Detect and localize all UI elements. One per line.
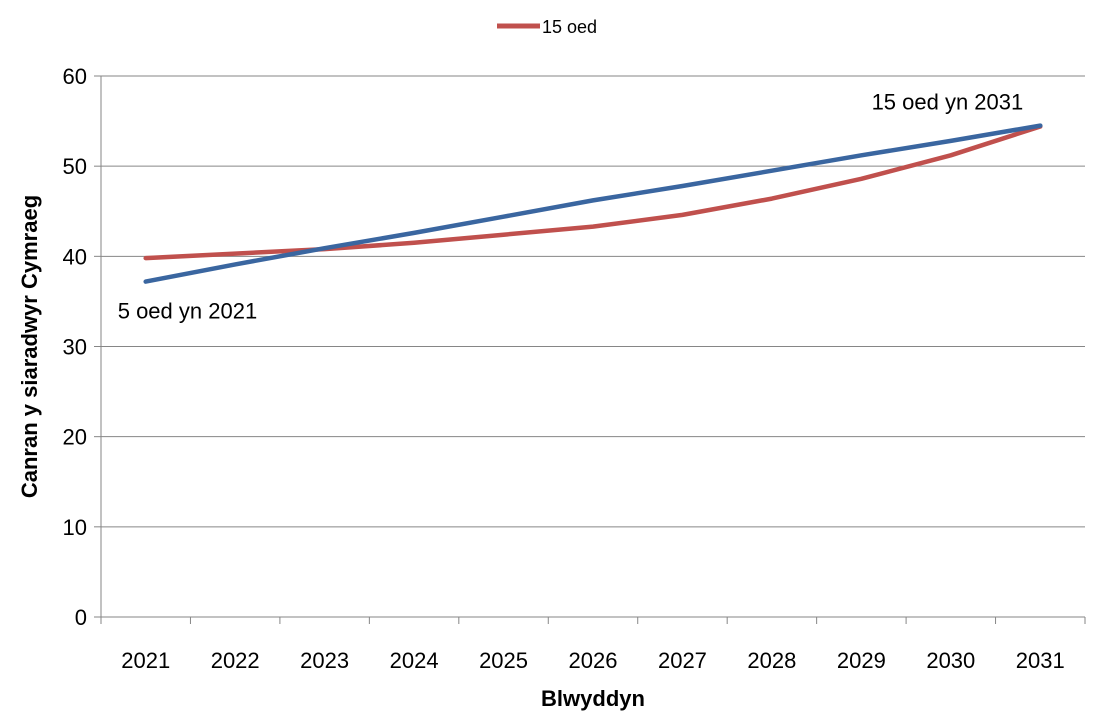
x-tick-label: 2030: [926, 648, 975, 673]
annotation-label: 15 oed yn 2031: [872, 90, 1024, 115]
y-tick-label: 60: [63, 64, 87, 89]
x-tick-label: 2023: [300, 648, 349, 673]
annotation-label: 5 oed yn 2021: [118, 299, 257, 324]
x-tick-label: 2028: [747, 648, 796, 673]
y-tick-label: 10: [63, 515, 87, 540]
x-tick-label: 2027: [658, 648, 707, 673]
gridlines: [94, 75, 1085, 618]
series-line-0: [143, 124, 1043, 261]
x-tick-label: 2026: [569, 648, 618, 673]
x-tick-labels: 2021 2022 2023 2024 2025 2026 2027 2028 2029 2030…: [121, 648, 1064, 673]
x-tick-label: 2024: [390, 648, 439, 673]
legend-label: 15 oed: [542, 17, 597, 37]
series-line-1: [143, 123, 1043, 284]
x-axis-title: Blwyddyn: [541, 686, 645, 711]
y-tick-label: 20: [63, 425, 87, 450]
x-tick-label: 2022: [211, 648, 260, 673]
x-tick-label: 2025: [479, 648, 528, 673]
x-tick-label: 2029: [837, 648, 886, 673]
y-tick-label: 50: [63, 154, 87, 179]
y-tick-label: 40: [63, 244, 87, 269]
x-tick-label: 2031: [1016, 648, 1065, 673]
y-tick-label: 0: [75, 605, 87, 630]
y-tick-labels: 0 10 20 30 40 50 60: [63, 64, 87, 630]
series-lines: [143, 123, 1043, 284]
y-axis-title: Canran y siaradwyr Cymraeg: [17, 195, 42, 498]
x-tick-label: 2021: [121, 648, 170, 673]
annotations: 5 oed yn 2021 15 oed yn 2031: [118, 90, 1024, 324]
legend: 15 oed: [497, 17, 597, 37]
y-tick-label: 30: [63, 335, 87, 360]
axes: [100, 76, 1086, 624]
